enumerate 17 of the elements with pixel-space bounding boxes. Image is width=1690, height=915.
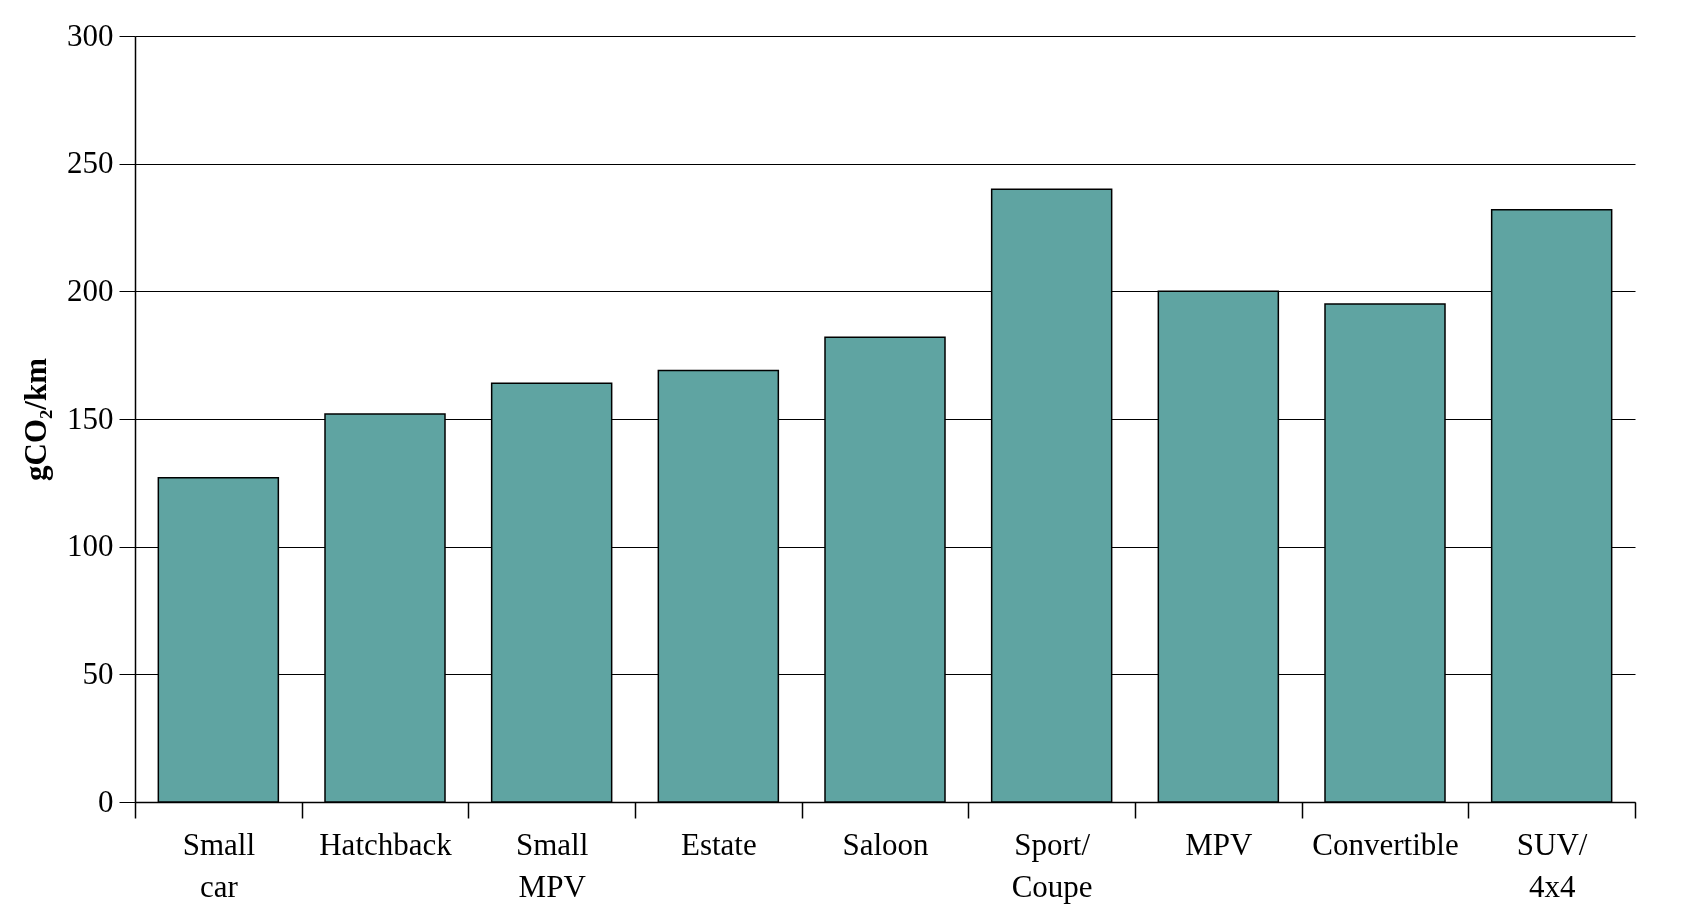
y-tick-label: 100 [67, 528, 114, 564]
x-tick-label: Sport/Coupe [1011, 826, 1093, 904]
x-tick-label: SUV/4x4 [1516, 826, 1588, 904]
x-tick-label: Saloon [842, 826, 930, 862]
x-tick-label: Hatchback [319, 826, 453, 862]
y-tick-label: 0 [98, 783, 114, 819]
x-tick-label: Small car [182, 826, 256, 904]
y-tick-label: 150 [67, 400, 114, 436]
y-axis-title: gCO₂/km [18, 357, 53, 481]
y-tick-label: 250 [67, 145, 114, 181]
x-tick-label: MPV [1185, 826, 1254, 862]
y-tick-label: 50 [82, 655, 114, 691]
x-tick-label: Small MPV [515, 826, 589, 904]
x-tick-label: Convertible [1312, 826, 1459, 862]
x-tick-label: Estate [680, 826, 757, 862]
y-tick-label: 300 [67, 17, 114, 53]
y-tick-label: 200 [67, 272, 114, 308]
